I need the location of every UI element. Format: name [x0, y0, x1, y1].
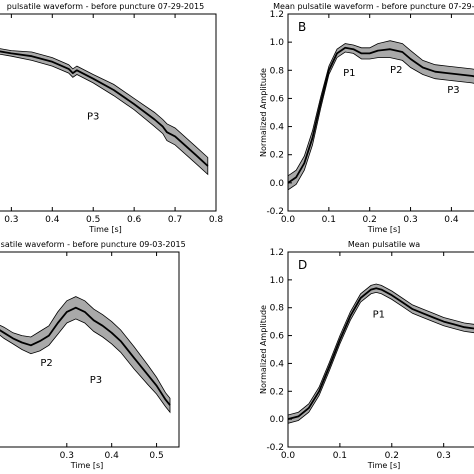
confidence-band [288, 40, 474, 191]
y-tick-label: -0.2 [266, 207, 284, 217]
x-axis-label: Time [s] [367, 225, 401, 234]
mean-waveform-line [288, 287, 474, 420]
x-tick-label: 0.0 [281, 215, 296, 225]
peak-label: P1 [373, 309, 385, 320]
chart-title: Mean pulsatile waveform - before punctur… [273, 2, 474, 11]
x-tick-label: 0.3 [403, 215, 417, 225]
x-tick-label: 0.7 [168, 215, 182, 225]
panel-letter: D [298, 258, 307, 272]
panel-2: 0.3 0.4 0.5 pulsatile waveform - before pun… [0, 240, 186, 470]
x-tick-label: 0.0 [281, 451, 296, 461]
x-tick-label: 0.4 [105, 451, 120, 461]
peak-label: P1 [343, 68, 355, 79]
peak-label: P3 [447, 85, 459, 96]
x-tick-label: 0.2 [363, 215, 377, 225]
y-tick-label: 0.2 [270, 151, 284, 161]
plot-area [288, 40, 474, 191]
x-tick-label: 0.4 [444, 215, 459, 225]
x-tick-label: 0.3 [4, 215, 18, 225]
y-tick-label: 0.0 [270, 179, 285, 189]
plot-area [0, 48, 209, 176]
confidence-band [288, 283, 474, 424]
panel-3: 0.0 0.1 0.2 0.3-0.20.00.20.40.60.81.01.2Mea… [259, 240, 474, 470]
peak-label: P2 [390, 65, 402, 76]
panel-1: 0.0 0.1 0.2 0.3 0.4-0.20.00.20.40.60.81.01.2… [259, 2, 474, 234]
x-tick-label: 0.8 [209, 215, 224, 225]
peak-label: P3 [87, 112, 99, 123]
axes-frame [287, 13, 474, 212]
x-tick-label: 0.5 [86, 215, 100, 225]
confidence-band [0, 48, 209, 176]
y-tick-label: 0.2 [270, 387, 284, 397]
y-tick-label: 0.6 [270, 332, 285, 342]
mean-waveform-line [288, 46, 474, 184]
y-tick-label: 0.8 [270, 304, 285, 314]
mean-waveform-line [0, 306, 171, 406]
y-tick-label: -0.2 [266, 443, 284, 453]
mean-waveform-line [0, 50, 209, 167]
y-tick-label: 1.2 [270, 10, 284, 20]
x-tick-label: 0.6 [127, 215, 142, 225]
peak-label: P3 [90, 375, 102, 386]
y-axis-label: Normalized Amplitude [259, 68, 268, 157]
y-tick-label: 0.6 [270, 94, 285, 104]
y-tick-label: 0.8 [270, 66, 285, 76]
x-tick-label: 0.1 [333, 451, 347, 461]
y-tick-label: 0.4 [270, 123, 285, 133]
x-axis-label: Time [s] [88, 225, 122, 234]
plot-area [288, 283, 474, 424]
x-axis-label: Time [s] [367, 461, 401, 470]
y-tick-label: 1.0 [270, 38, 285, 48]
y-tick-label: 1.2 [270, 248, 284, 258]
x-tick-label: 0.4 [45, 215, 60, 225]
x-axis-label: Time [s] [70, 461, 104, 470]
plot-area [0, 296, 171, 414]
peak-label: P2 [40, 358, 52, 369]
x-tick-label: 0.2 [385, 451, 399, 461]
confidence-band [0, 296, 171, 414]
x-tick-label: 0.5 [149, 451, 163, 461]
chart-title: Mean pulsatile wa [348, 240, 420, 249]
axes-frame [0, 13, 217, 212]
chart-title: pulsatile waveform - before puncture 09-… [0, 240, 186, 249]
y-axis-label: Normalized Amplitude [259, 305, 268, 394]
x-tick-label: 0.3 [437, 451, 451, 461]
y-tick-label: 0.4 [270, 359, 285, 369]
axes-frame [287, 251, 474, 448]
y-tick-label: 0.0 [270, 415, 285, 425]
axes-frame [0, 251, 180, 448]
panel-letter: B [298, 20, 306, 34]
chart-title: pulsatile waveform - before puncture 07-… [7, 2, 204, 11]
x-tick-label: 0.1 [322, 215, 336, 225]
panel-0: 0.3 0.4 0.5 0.6 0.7 0.8 pulsatile waveform - b… [0, 2, 223, 234]
y-tick-label: 1.0 [270, 276, 285, 286]
x-tick-label: 0.3 [60, 451, 74, 461]
